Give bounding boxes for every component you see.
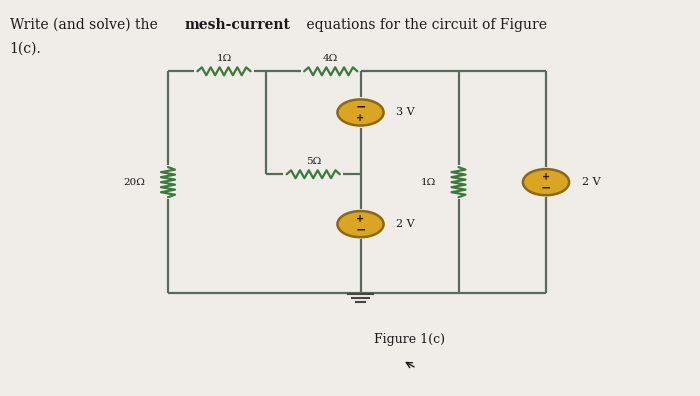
- Text: +: +: [356, 214, 365, 224]
- Text: Write (and solve) the: Write (and solve) the: [10, 18, 162, 32]
- Circle shape: [337, 211, 384, 237]
- Text: −: −: [355, 101, 365, 114]
- Text: +: +: [356, 113, 365, 123]
- Circle shape: [523, 169, 569, 195]
- Text: 1(c).: 1(c).: [10, 42, 41, 55]
- Text: 5Ω: 5Ω: [306, 156, 321, 166]
- Text: 1Ω: 1Ω: [216, 53, 232, 63]
- Text: mesh-current: mesh-current: [185, 18, 290, 32]
- Text: equations for the circuit of Figure: equations for the circuit of Figure: [302, 18, 547, 32]
- Text: Figure 1(c): Figure 1(c): [374, 333, 445, 346]
- Circle shape: [337, 99, 384, 126]
- Text: 20Ω: 20Ω: [124, 178, 146, 187]
- Text: −: −: [540, 181, 552, 194]
- Text: 1Ω: 1Ω: [421, 178, 436, 187]
- Text: −: −: [355, 223, 365, 236]
- Text: 3 V: 3 V: [396, 107, 415, 118]
- Text: 4Ω: 4Ω: [323, 53, 338, 63]
- Text: +: +: [542, 172, 550, 182]
- Text: 2 V: 2 V: [396, 219, 415, 229]
- Text: 2 V: 2 V: [582, 177, 601, 187]
